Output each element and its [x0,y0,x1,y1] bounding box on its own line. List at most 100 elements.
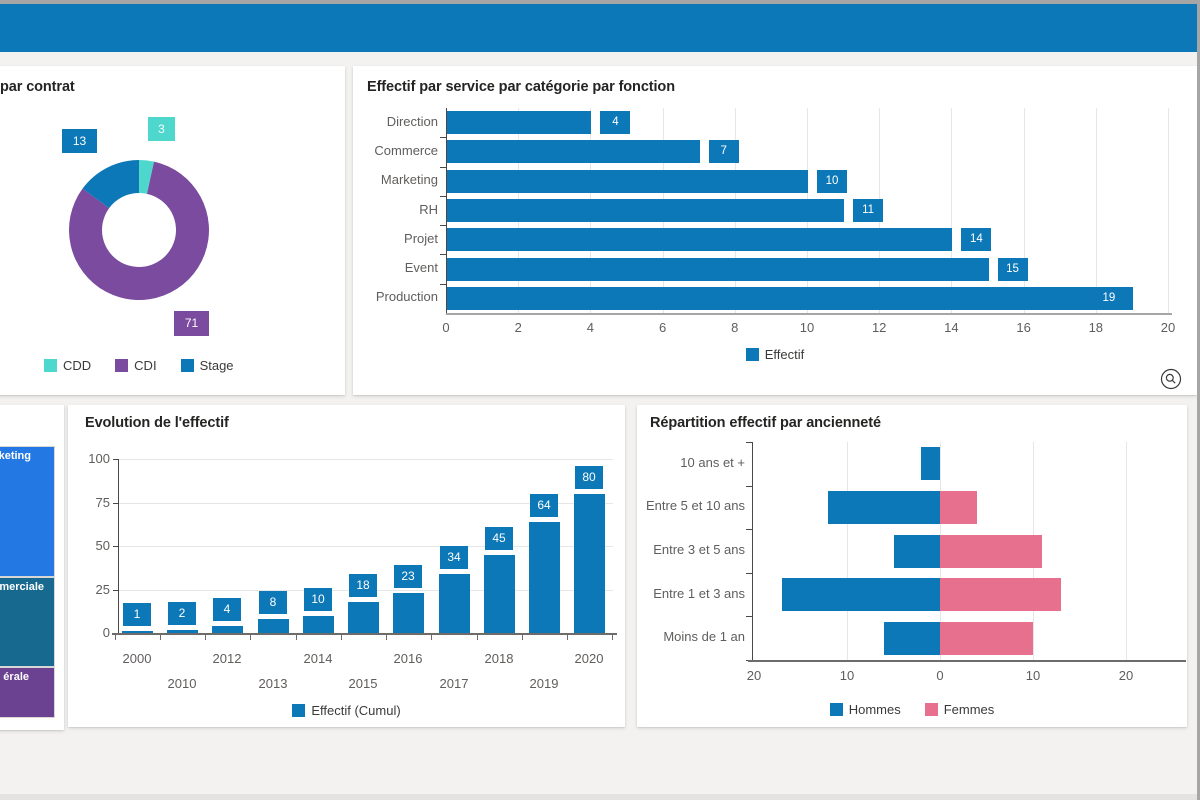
donut-slice-CDI[interactable] [69,161,210,300]
category-label-Entre 5 et 10 ans: Entre 5 et 10 ans [645,498,745,514]
bar-Marketing[interactable] [447,169,808,193]
anciennete-legend-label: Femmes [943,702,995,717]
bar-2018[interactable] [483,554,515,633]
treemap-label: érale [3,671,29,683]
anciennete-legend-item-Hommes[interactable]: Hommes [829,702,901,717]
service-legend-swatch [745,348,759,361]
category-label-Entre 1 et 3 ans: Entre 1 et 3 ans [653,585,745,601]
y-axis-tick [113,459,118,460]
contrat-legend-label: CDD [63,358,92,373]
anciennete-legend-label: Hommes [848,702,901,717]
bar-2000[interactable] [121,631,153,633]
bar-data-label-2017: 34 [440,545,468,569]
x-axis-tick-label: 12 [871,320,887,335]
gridline [118,546,613,547]
category-label-Projet: Projet [404,230,438,246]
category-axis-tick [746,572,752,574]
bar-2012[interactable] [211,626,243,633]
donut-slice-Stage[interactable] [82,160,139,209]
gridline [1126,442,1127,660]
x-axis-tick [295,635,297,640]
x-axis-category-label-2015: 2015 [348,676,378,691]
chart-title-evolution: Evolution de l'effectif [85,415,229,431]
bar-Event[interactable] [447,257,989,281]
gridline [1023,108,1025,313]
bar-Direction[interactable] [447,111,592,135]
zoom-slider-icon[interactable] [1159,367,1183,391]
bar-femmes-Entre 5 et 10 ans[interactable] [940,490,978,524]
bar-2010[interactable] [166,629,198,633]
x-axis-tick [340,635,342,640]
header-banner [0,4,1200,52]
bar-2014[interactable] [302,615,334,633]
treemap-segment-1[interactable]: keting [0,446,55,577]
x-axis-tick-label: 10 [1025,668,1041,683]
chart-title-contrat: par contrat [0,79,75,95]
x-axis-tick-label: 8 [731,320,739,335]
bar-RH[interactable] [447,199,845,222]
treemap-segment-3[interactable]: érale [0,667,55,718]
category-label-Production: Production [375,289,438,305]
bar-2020[interactable] [573,493,605,633]
card-effectif-par-contrat: par contrat CDD CDI Stage 3 71 13 [0,66,345,395]
bar-hommes-Moins de 1 an[interactable] [884,621,940,655]
contrat-legend-label: Stage [199,358,234,373]
bar-femmes-Entre 3 et 5 ans[interactable] [940,534,1043,568]
bar-data-label-2010: 2 [168,601,196,625]
gridline [951,108,953,313]
contrat-legend-item-Stage[interactable]: Stage [180,358,234,373]
category-label-RH: RH [419,201,438,217]
treemap-segment-2[interactable]: mmerciale [0,577,55,667]
x-axis-tick [476,635,478,640]
bar-femmes-Moins de 1 an[interactable] [940,621,1033,655]
anciennete-legend-item-Femmes[interactable]: Femmes [924,702,995,717]
bar-hommes-Entre 3 et 5 ans[interactable] [893,534,940,568]
x-axis-tick-label: 18 [1088,320,1104,335]
contrat-legend-swatch [115,359,129,372]
bar-femmes-Entre 1 et 3 ans[interactable] [940,578,1061,612]
donut-data-label-Stage: 13 [62,129,97,153]
contrat-legend-swatch [180,359,194,372]
bar-hommes-Entre 5 et 10 ans[interactable] [828,490,940,524]
bar-Projet[interactable] [447,228,953,252]
contrat-legend-item-CDI[interactable]: CDI [115,358,157,373]
service-legend-item-Effectif[interactable]: Effectif [745,347,805,362]
service-legend-label: Effectif [764,347,805,362]
x-axis-tick-label: 16 [1016,320,1031,335]
bar-Commerce[interactable] [447,140,700,164]
contrat-legend-item-CDD[interactable]: CDD [44,358,91,373]
x-axis-category-label-2018: 2018 [484,651,514,666]
y-axis-tick [113,546,118,547]
anciennete-legend-swatch [924,703,938,716]
bar-data-label-Direction: 4 [600,111,631,135]
bar-data-label-Projet: 14 [961,228,992,252]
y-axis-tick [113,502,118,504]
y-axis-tick-label: 0 [102,625,110,640]
bar-2013[interactable] [257,619,289,633]
bar-2016[interactable] [392,592,424,633]
category-label-Moins de 1 an: Moins de 1 an [663,629,745,645]
category-axis-tick [440,254,446,256]
bar-data-label-Marketing: 10 [817,169,847,193]
bar-data-label-2015: 18 [349,573,377,597]
x-axis-tick-label: 20 [746,668,762,683]
bar-data-label-2000: 1 [123,603,151,627]
bar-2015[interactable] [347,601,379,633]
bar-Production[interactable] [447,286,1133,310]
bar-data-label-2020: 80 [575,465,603,489]
chart-title-service: Effectif par service par catégorie par f… [367,79,675,95]
bar-hommes-10 ans et +[interactable] [921,447,940,481]
bar-2017[interactable] [438,573,470,633]
y-axis-tick [113,589,118,591]
donut-slice-CDD[interactable] [139,160,155,194]
bar-2019[interactable] [528,521,560,633]
x-axis-category-label-2017: 2017 [439,676,469,691]
window-top-strip [0,0,1200,4]
category-axis-line [752,442,753,660]
bar-data-label-RH: 11 [853,199,884,222]
bar-hommes-Entre 1 et 3 ans[interactable] [781,578,940,612]
x-axis-category-label-2019: 2019 [529,676,559,691]
evolution-legend-item-Effectif (Cumul)[interactable]: Effectif (Cumul) [292,703,401,718]
x-axis-category-label-2010: 2010 [167,676,197,691]
